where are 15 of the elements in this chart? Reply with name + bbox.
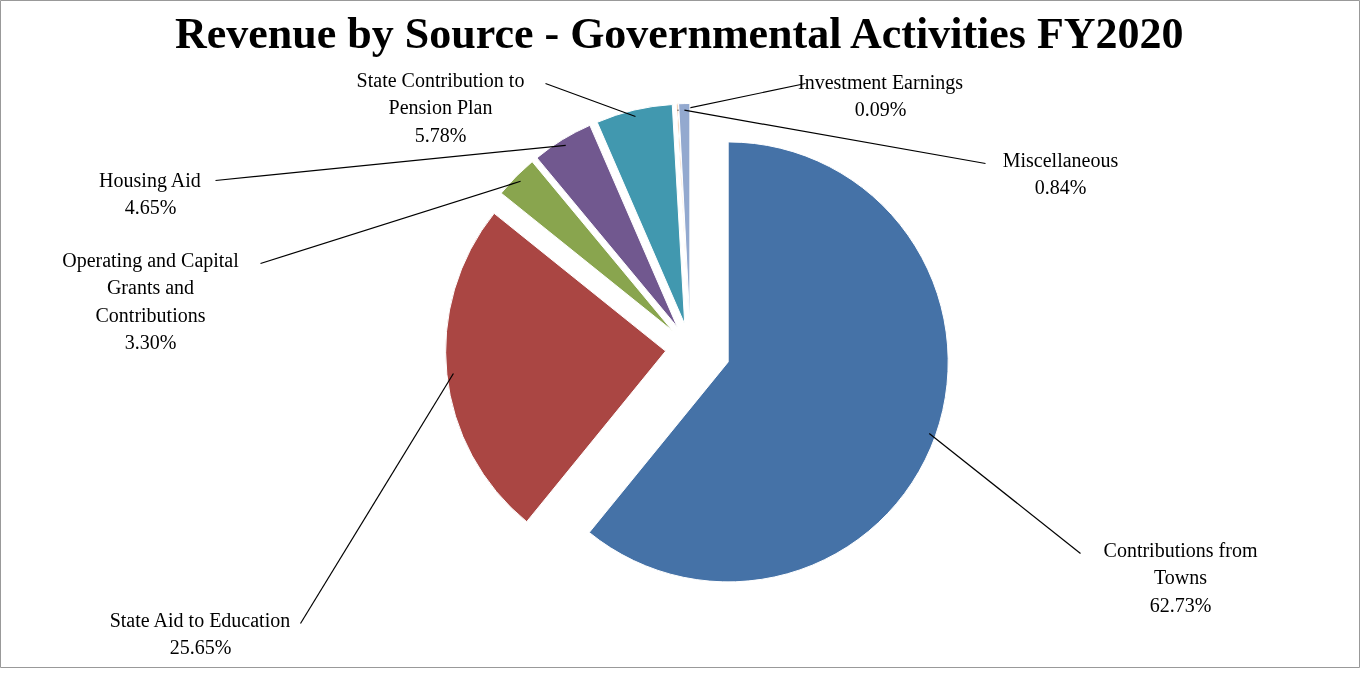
data-label: 25.65% <box>169 636 232 658</box>
data-label: 5.78% <box>414 123 467 146</box>
slice-label: Operating and Capital Grants and Contributions <box>62 248 240 326</box>
chart-title: Revenue by Source - Governmental Activities FY2020 <box>174 8 1184 58</box>
data-label: 0.84% <box>1034 176 1087 198</box>
slice-label: State Contribution to Pension Plan <box>356 68 525 118</box>
slice-label: Investment Earnings <box>798 70 964 94</box>
slice-label: State Aid to Education <box>109 608 291 631</box>
data-label: 3.30% <box>124 331 177 353</box>
slice-label: Contributions from Towns <box>1103 538 1258 588</box>
slice-label: Miscellaneous <box>1002 148 1119 171</box>
data-label: 0.09% <box>854 98 907 120</box>
slice-label: Housing Aid <box>99 168 201 192</box>
data-label: 62.73% <box>1149 593 1212 616</box>
data-label: 4.65% <box>124 196 177 218</box>
